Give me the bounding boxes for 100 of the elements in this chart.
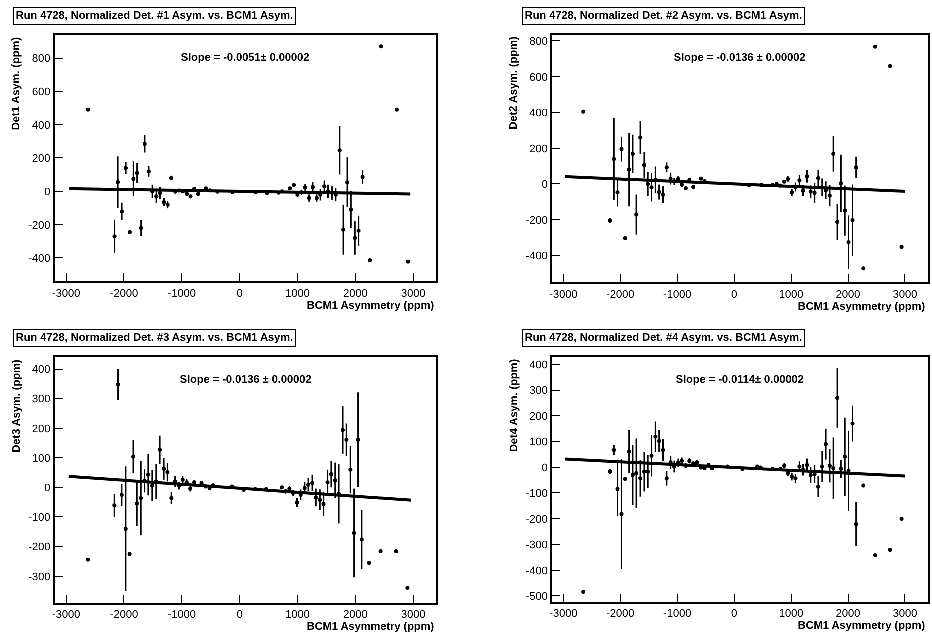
point [798,464,802,469]
point [342,228,346,232]
point [805,174,810,179]
x-tick-label: 1000 [286,288,310,300]
point [352,531,356,536]
point [139,496,144,500]
point [854,522,858,526]
point [820,186,824,190]
y-tick-label: 200 [32,153,51,166]
x-tick-label: 3000 [892,288,918,301]
point [302,486,307,490]
point [620,147,624,152]
y-tick-label: -100 [526,488,548,500]
point [116,180,120,184]
x-tick-label: 1000 [779,608,804,620]
y-tick-label: -100 [28,512,51,524]
x-axis-title: BCM1 Asymmetry (ppm) [307,300,435,312]
point [162,466,166,471]
x-tick-label: -3000 [52,609,80,622]
point [824,442,828,446]
point [661,448,666,452]
point [850,218,855,223]
point [828,194,832,198]
point [801,188,806,193]
point [634,471,639,476]
point [346,180,350,185]
point [139,226,144,230]
point [135,502,140,506]
y-tick-label: -200 [526,214,548,227]
x-tick-label: -3000 [52,288,80,300]
x-tick-label: 3000 [401,288,426,300]
point [839,467,844,472]
y-tick-label: -400 [28,253,51,266]
point [646,470,650,474]
point [650,454,654,458]
point [638,476,643,481]
point [341,428,346,432]
point [154,194,159,199]
y-tick-label: -200 [28,542,51,554]
x-tick-label: 0 [236,288,243,300]
x-tick-label: -2000 [606,608,635,620]
point [112,504,117,508]
y-tick-label: 0 [542,179,548,192]
point [646,182,650,186]
point [808,473,813,478]
y-tick-label: 800 [530,36,548,48]
y-axis-title: Det1 Asym. (ppm) [10,36,23,130]
point [326,480,330,485]
y-tick-label: -500 [526,590,548,603]
y-tick-label: 400 [32,364,51,376]
point [306,482,311,487]
y-axis-title: Det2 Asym. (ppm) [508,36,520,130]
point [150,484,154,488]
y-tick-label: 100 [530,436,548,449]
point [657,439,662,444]
point [832,152,836,156]
point [158,191,162,196]
point [124,527,128,532]
x-tick-label: -2000 [606,288,635,301]
point [664,166,669,170]
y-tick-label: 300 [530,385,548,398]
point [832,466,836,471]
point [616,190,620,195]
point [620,512,624,516]
point [314,496,318,500]
point [850,422,855,426]
point [112,234,117,239]
y-tick-label: 800 [32,53,51,66]
point [146,170,151,174]
x-axis-title: BCM1 Asymmetry (ppm) [307,621,435,632]
y-tick-label: -200 [526,514,548,526]
point [158,448,162,452]
point [812,191,817,196]
y-tick-label: 600 [32,86,51,98]
x-tick-label: -1000 [663,288,692,301]
point [322,184,327,189]
point [166,470,170,475]
annotation: Slope = -0.0051± 0.00002 [181,52,310,64]
point [843,454,848,459]
point [836,220,840,224]
point [654,434,658,439]
point [295,500,300,505]
point [839,182,844,186]
point [338,148,342,153]
chart-title: Run 4728, Normalized Det. #2 Asym. vs. BCM1 Asym. [525,10,802,22]
point [816,176,820,180]
point [794,476,798,481]
point [120,493,124,498]
point [790,190,794,195]
y-tick-label: -300 [526,540,548,552]
annotation: Slope = -0.0114± 0.00002 [676,374,804,386]
point [642,163,646,168]
point [790,474,794,479]
point [329,472,334,476]
point [794,185,798,190]
y-tick-label: 0 [44,482,51,494]
point [616,487,620,492]
x-tick-label: 3000 [892,608,918,620]
x-tick-label: 0 [731,288,738,301]
point [627,168,632,172]
